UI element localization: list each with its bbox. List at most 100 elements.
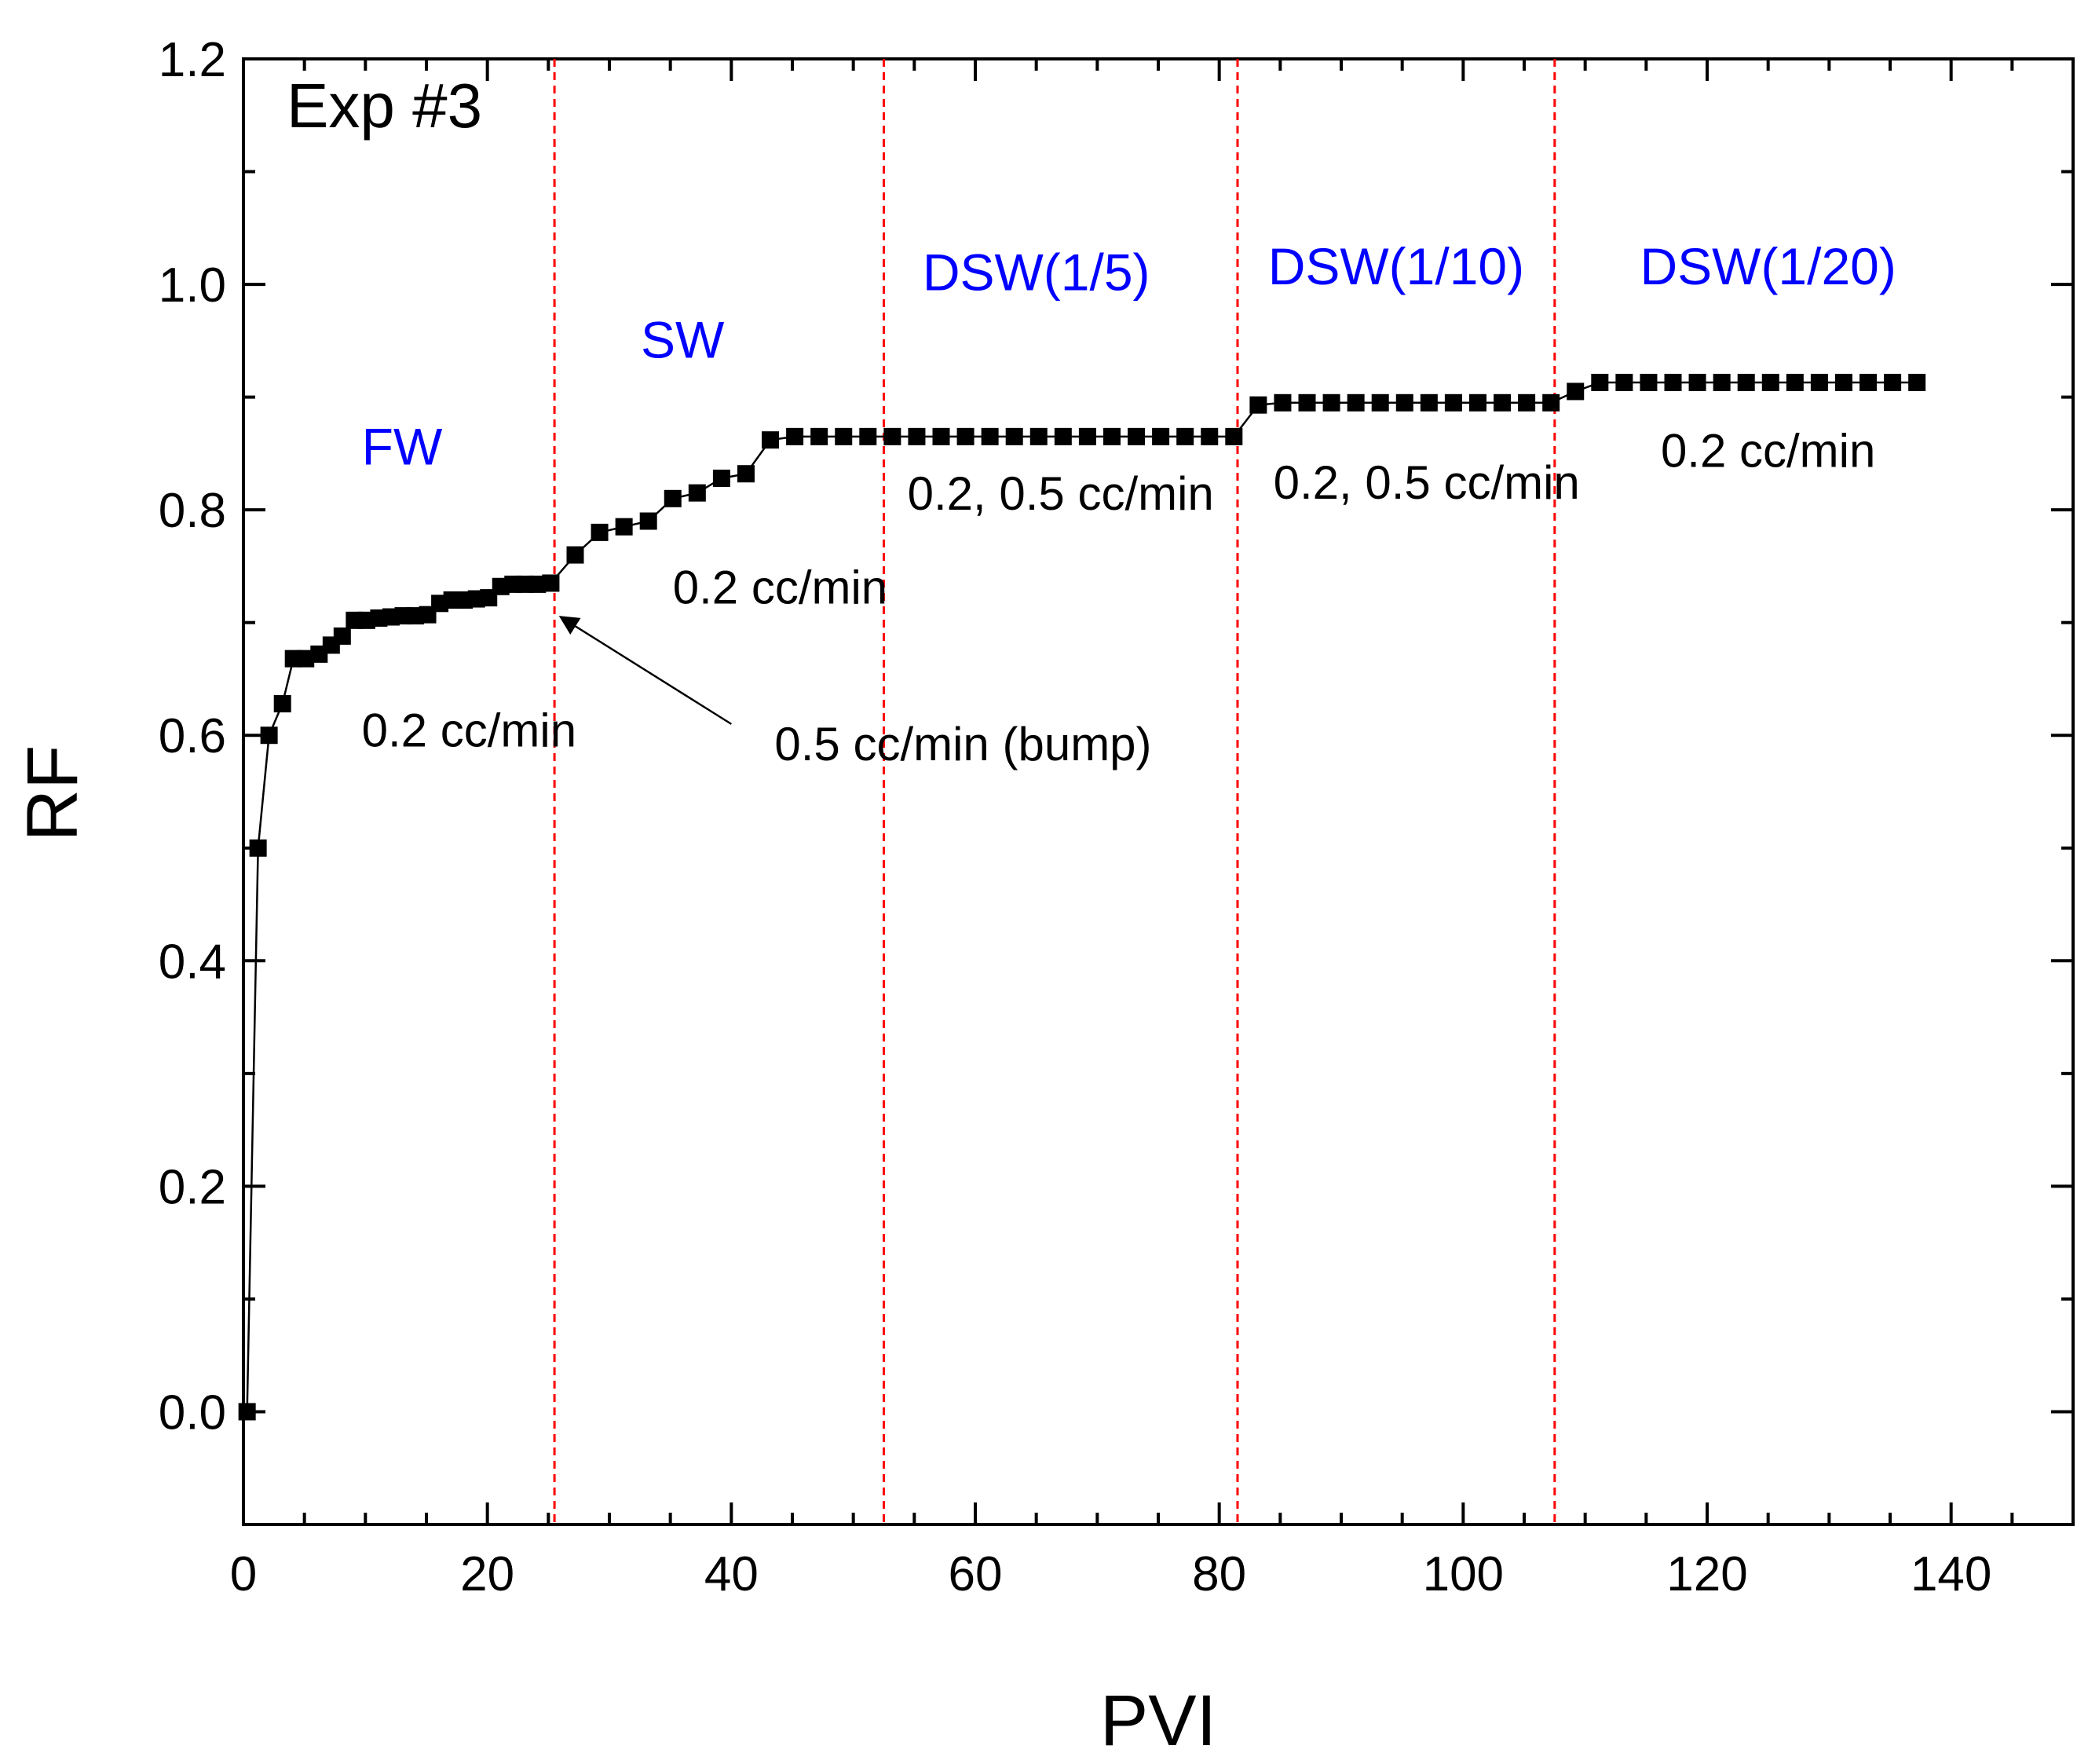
y-tick-labels: 0.0 0.2 0.4 0.6 0.8 1.0 1.2 (159, 33, 226, 1440)
data-point (1615, 373, 1633, 391)
data-point (1444, 393, 1462, 412)
data-point (1884, 373, 1902, 391)
data-point (238, 1403, 256, 1421)
data-point (1834, 373, 1852, 391)
data-point (566, 546, 584, 564)
data-point (591, 523, 609, 541)
data-point (1518, 393, 1536, 412)
x-tick-labels: 0 20 40 60 80 100 120 140 (230, 1547, 1992, 1601)
data-point (883, 427, 901, 445)
rate-label: 0.2, 0.5 cc/min (1274, 456, 1580, 509)
rate-label: 0.2 cc/min (673, 561, 887, 613)
data-point (1029, 427, 1048, 445)
data-point (1640, 373, 1658, 391)
data-point (1591, 373, 1609, 391)
data-point (1810, 373, 1828, 391)
x-tick-label: 140 (1911, 1547, 1991, 1601)
phase-label: FW (362, 418, 443, 476)
axis-ticks (242, 57, 2075, 1526)
data-point (1176, 427, 1194, 445)
data-markers (238, 373, 1926, 1421)
data-point (1005, 427, 1023, 445)
plot-area (242, 57, 2075, 1526)
data-point (1298, 393, 1316, 412)
data-point (297, 650, 315, 668)
data-point (1347, 393, 1365, 412)
data-point (688, 484, 706, 502)
annotation-arrow (558, 616, 732, 725)
phase-label: SW (641, 310, 725, 368)
annotations: 0.5 cc/min (bump) (558, 616, 1152, 770)
data-point (1468, 393, 1486, 412)
data-point (810, 427, 828, 445)
data-point (1908, 373, 1926, 391)
phase-label: DSW(1/5) (923, 243, 1150, 301)
phase-labels: FW SW DSW(1/5) DSW(1/10) DSW(1/20) (362, 237, 1896, 476)
data-point (908, 427, 926, 445)
data-point (542, 574, 560, 592)
data-point (1103, 427, 1121, 445)
x-tick-label: 0 (230, 1547, 257, 1601)
data-point (1225, 427, 1243, 445)
data-point (639, 512, 657, 530)
phase-label: DSW(1/20) (1640, 237, 1896, 295)
data-point (1713, 373, 1731, 391)
y-axis-title: RF (13, 745, 93, 842)
data-point (260, 726, 278, 745)
x-tick-label: 20 (460, 1547, 514, 1601)
data-point (712, 469, 730, 487)
phase-label: DSW(1/10) (1268, 237, 1524, 295)
x-axis-title: PVI (1100, 1681, 1216, 1761)
data-point (762, 431, 780, 449)
data-point (1567, 382, 1585, 401)
x-tick-label: 100 (1423, 1547, 1504, 1601)
data-point (1201, 427, 1219, 445)
data-point (981, 427, 999, 445)
annotation-label: 0.5 cc/min (bump) (774, 718, 1151, 770)
data-point (1078, 427, 1096, 445)
data-point (932, 427, 950, 445)
data-point (1420, 393, 1438, 412)
data-point (1395, 393, 1413, 412)
rate-label: 0.2, 0.5 cc/min (908, 467, 1214, 520)
data-point (528, 575, 547, 593)
data-point (249, 839, 267, 857)
data-point (1664, 373, 1682, 391)
data-point (1737, 373, 1755, 391)
x-tick-label: 120 (1666, 1547, 1747, 1601)
data-point (835, 427, 853, 445)
y-tick-label: 0.4 (159, 935, 226, 989)
data-point (737, 465, 755, 483)
x-tick-label: 40 (704, 1547, 759, 1601)
data-point (1761, 373, 1779, 391)
data-point (615, 518, 633, 536)
rate-label: 0.2 cc/min (1661, 425, 1875, 478)
data-point (664, 489, 682, 507)
data-point (1786, 373, 1804, 391)
data-point (1859, 373, 1878, 391)
y-tick-label: 0.6 (159, 709, 226, 763)
data-point (956, 427, 975, 445)
y-tick-label: 1.2 (159, 33, 226, 87)
x-tick-label: 60 (949, 1547, 1003, 1601)
panel-title: Exp #3 (287, 71, 482, 141)
data-point (1542, 393, 1560, 412)
rate-label: 0.2 cc/min (362, 705, 576, 757)
rate-labels: 0.2 cc/min 0.2 cc/min 0.2, 0.5 cc/min 0.2, … (362, 425, 1876, 757)
data-point (333, 627, 351, 645)
data-point (1249, 396, 1267, 414)
y-tick-label: 1.0 (159, 258, 226, 313)
data-point (1494, 393, 1512, 412)
data-point (1054, 427, 1072, 445)
data-point (1128, 427, 1146, 445)
data-point (786, 427, 804, 445)
data-point (1688, 373, 1706, 391)
y-tick-label: 0.8 (159, 484, 226, 538)
data-point (1152, 427, 1170, 445)
y-tick-label: 0.2 (159, 1160, 226, 1214)
data-point (1322, 393, 1340, 412)
data-point (273, 695, 291, 713)
x-tick-label: 80 (1192, 1547, 1246, 1601)
data-point (859, 427, 877, 445)
